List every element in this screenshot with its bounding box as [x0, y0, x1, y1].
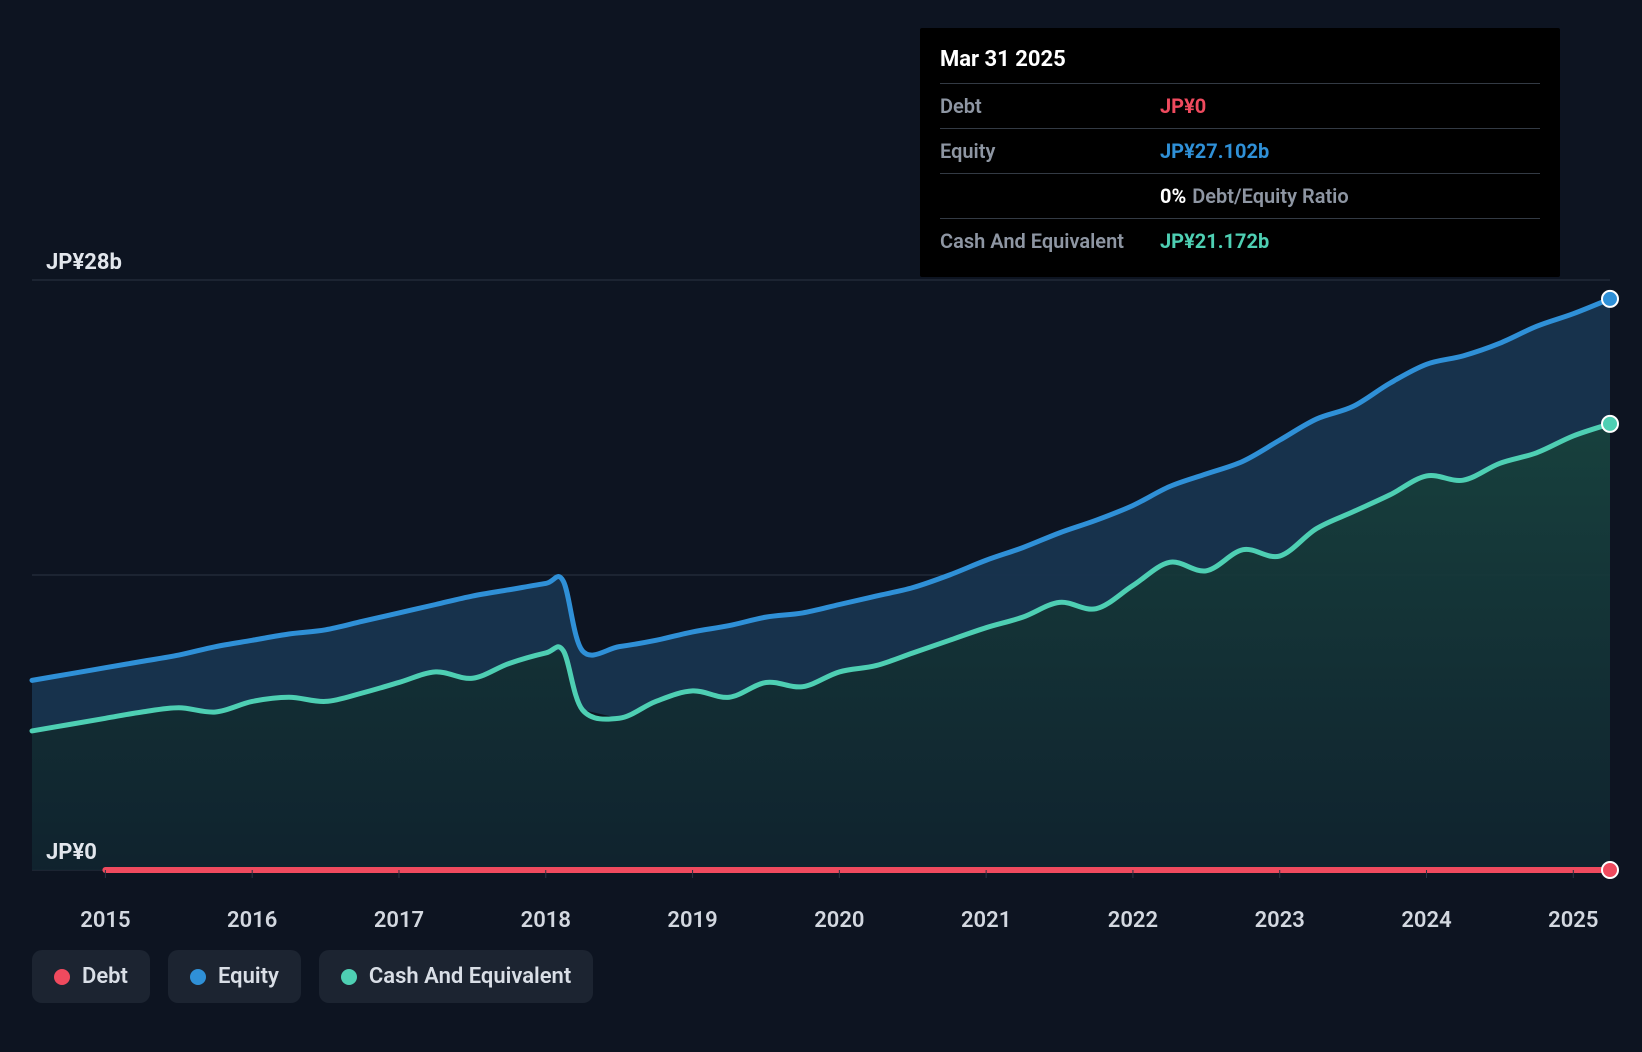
x-axis-label: 2019	[667, 908, 717, 933]
tooltip-row-label: Cash And Equivalent	[940, 225, 1160, 257]
tooltip-row: DebtJP¥0	[940, 83, 1540, 128]
tooltip-row: 0% Debt/Equity Ratio	[940, 173, 1540, 218]
tooltip-row-value: JP¥0	[1160, 90, 1206, 122]
tooltip-row-label	[940, 180, 1160, 212]
chart-container: Mar 31 2025 DebtJP¥0EquityJP¥27.102b0% D…	[0, 0, 1642, 1052]
y-axis-label: JP¥0	[46, 840, 97, 865]
legend-dot	[190, 969, 206, 985]
tooltip-row-suffix: Debt/Equity Ratio	[1192, 180, 1348, 212]
legend-label: Cash And Equivalent	[369, 964, 571, 989]
legend-label: Equity	[218, 964, 279, 989]
tooltip-row-value: JP¥27.102b	[1160, 135, 1269, 167]
tooltip-row-label: Debt	[940, 90, 1160, 122]
tooltip-row-value: 0%	[1160, 180, 1186, 212]
tooltip-row: Cash And EquivalentJP¥21.172b	[940, 218, 1540, 263]
x-axis-label: 2021	[961, 908, 1011, 933]
x-axis-label: 2017	[374, 908, 424, 933]
legend-dot	[54, 969, 70, 985]
x-axis-label: 2024	[1401, 908, 1451, 933]
legend-item-cash[interactable]: Cash And Equivalent	[319, 950, 593, 1003]
hover-tooltip: Mar 31 2025 DebtJP¥0EquityJP¥27.102b0% D…	[920, 28, 1560, 277]
x-axis-label: 2025	[1548, 908, 1598, 933]
x-axis-label: 2022	[1108, 908, 1158, 933]
x-axis-label: 2020	[814, 908, 864, 933]
x-axis-label: 2023	[1255, 908, 1305, 933]
y-axis-label: JP¥28b	[46, 250, 122, 275]
legend-item-equity[interactable]: Equity	[168, 950, 301, 1003]
legend-label: Debt	[82, 964, 128, 989]
x-axis-label: 2018	[521, 908, 571, 933]
legend-dot	[341, 969, 357, 985]
tooltip-title: Mar 31 2025	[940, 42, 1540, 77]
tooltip-row: EquityJP¥27.102b	[940, 128, 1540, 173]
x-axis-label: 2016	[227, 908, 277, 933]
legend: Debt Equity Cash And Equivalent	[32, 950, 593, 1003]
tooltip-row-value: JP¥21.172b	[1160, 225, 1269, 257]
x-axis-label: 2015	[80, 908, 130, 933]
legend-item-debt[interactable]: Debt	[32, 950, 150, 1003]
tooltip-row-label: Equity	[940, 135, 1160, 167]
